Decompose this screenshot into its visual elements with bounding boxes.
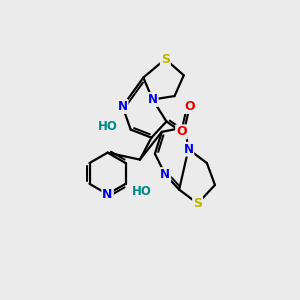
Text: O: O — [184, 100, 195, 113]
Text: N: N — [148, 93, 158, 106]
Text: HO: HO — [98, 120, 118, 133]
Text: S: S — [193, 197, 202, 210]
Text: N: N — [118, 100, 128, 113]
Text: S: S — [161, 52, 170, 66]
Text: N: N — [102, 188, 113, 201]
Text: N: N — [160, 168, 170, 181]
Text: O: O — [176, 125, 187, 138]
Text: HO: HO — [132, 185, 152, 198]
Text: N: N — [183, 143, 194, 156]
